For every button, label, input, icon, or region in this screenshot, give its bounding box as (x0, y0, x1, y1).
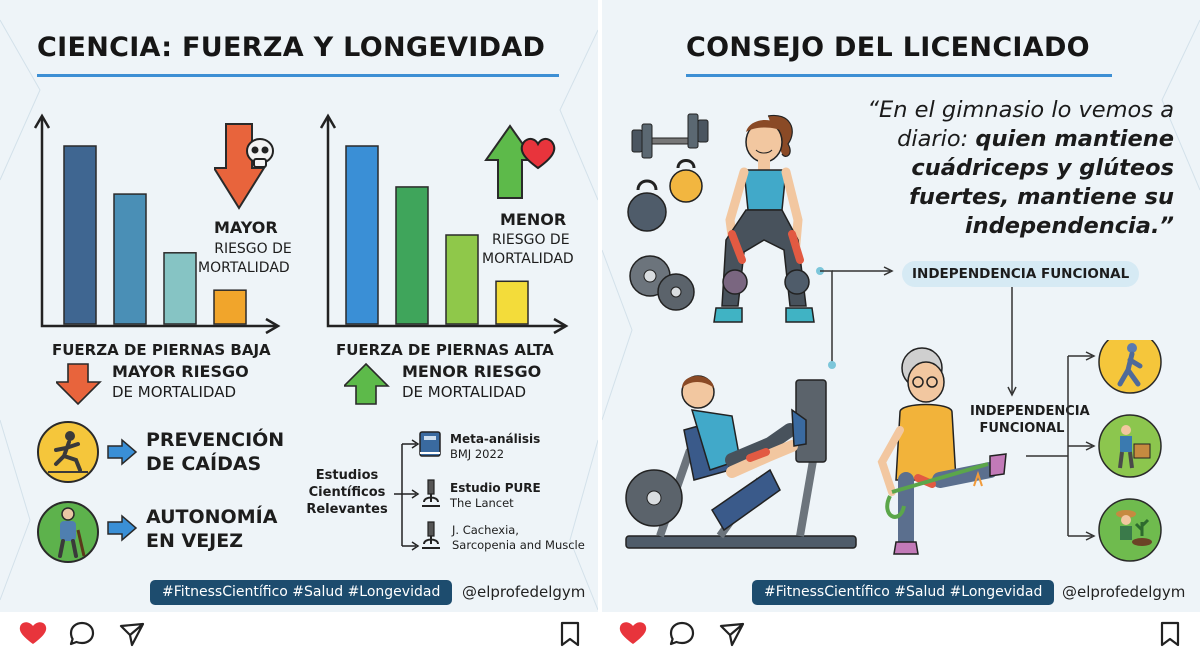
chart-high-risk-bold: MENOR (500, 210, 567, 229)
page-title: CIENCIA: FUERZA Y LONGEVIDAD (37, 32, 546, 63)
share-icon[interactable] (718, 620, 746, 648)
heart-icon[interactable] (18, 620, 48, 646)
hashtags-badge[interactable]: #FitnessCientífico #Salud #Longevidad (150, 580, 453, 605)
red-down-arrow-icon (56, 363, 102, 406)
benefit-fall-line2: DE CAÍDAS (146, 453, 262, 475)
study-1: Meta-análisis BMJ 2022 (450, 432, 540, 462)
elderly-woman-band-illustration (877, 347, 1007, 555)
outcome-branches (1026, 340, 1162, 562)
microscope-icon (422, 479, 440, 507)
chart-low-caption: FUERZA DE PIERNAS BAJA (52, 341, 271, 359)
bar-1 (63, 145, 97, 325)
bar-2 (113, 193, 147, 325)
slide-advice: CONSEJO DEL LICENCIADO “En el gimnasio l… (602, 0, 1200, 612)
x-axis-arrow (265, 317, 281, 335)
study-1-source: BMJ 2022 (450, 447, 505, 461)
bar-4 (495, 280, 529, 325)
heart-icon[interactable] (618, 620, 648, 646)
independence-pill: INDEPENDENCIA FUNCIONAL (902, 261, 1140, 287)
weight-plates-icon (629, 255, 695, 311)
up-arrow-heart-icon (484, 124, 556, 199)
benefit-autonomy-line2: EN VEJEZ (146, 530, 244, 552)
bookmark-icon[interactable] (1158, 620, 1182, 648)
independence-label: INDEPENDENCIA FUNCIONAL (970, 403, 1090, 437)
share-icon[interactable] (118, 620, 146, 648)
studies-label-line1: Estudios (315, 468, 379, 483)
benefit-autonomy-line1: AUTONOMÍA (146, 506, 278, 528)
study-2-source: The Lancet (450, 496, 514, 510)
studies-bracket (394, 439, 420, 551)
walking-elder-icon (1098, 340, 1162, 394)
falling-person-icon (37, 421, 99, 483)
quote-emphasis: quien mantiene cuádriceps y glúteos fuer… (909, 126, 1174, 239)
dumbbell-icon (631, 113, 709, 159)
study-1-title: Meta-análisis (450, 432, 541, 446)
elderly-cane-icon (37, 501, 99, 563)
bar-3 (445, 234, 479, 325)
planting-elder-icon (1098, 498, 1162, 562)
study-2: Estudio PURE The Lancet (450, 481, 541, 511)
chart-low-risk-bold: MAYOR (214, 218, 278, 237)
axes (40, 118, 276, 328)
bookmark-icon[interactable] (558, 620, 582, 648)
bar-4 (213, 289, 247, 325)
x-axis-arrow (553, 317, 569, 335)
comment-icon[interactable] (68, 620, 96, 648)
mayor-riesgo-bold: MAYOR RIESGO (112, 362, 249, 381)
slide-science: CIENCIA: FUERZA Y LONGEVIDAD MAYOR RIESG… (0, 0, 598, 612)
mayor-riesgo-normal: DE MORTALIDAD (112, 383, 237, 401)
bar-2 (395, 186, 429, 325)
title-underline (686, 74, 1112, 77)
chart-low-risk-line2: MORTALIDAD (198, 260, 290, 276)
man-leg-press-illustration (625, 375, 857, 549)
menor-riesgo-normal: DE MORTALIDAD (402, 383, 527, 401)
book-icon (419, 431, 441, 457)
chart-low-risk-line1: RIESGO DE (214, 241, 292, 257)
author-handle[interactable]: @elprofedelgym (462, 583, 586, 601)
page-title: CONSEJO DEL LICENCIADO (686, 32, 1090, 63)
axes (326, 118, 564, 328)
slide-separator (598, 0, 602, 612)
comment-icon[interactable] (668, 620, 696, 648)
y-axis-arrow (319, 113, 337, 129)
coach-quote: “En el gimnasio lo vemos a diario: quien… (832, 96, 1174, 241)
study-2-title: Estudio PURE (450, 481, 541, 495)
woman-squat-illustration (713, 114, 815, 323)
author-handle[interactable]: @elprofedelgym (1062, 583, 1186, 601)
chart-high-caption: FUERZA DE PIERNAS ALTA (336, 341, 554, 359)
chart-low-strength (33, 113, 281, 335)
blue-right-arrow-icon (107, 438, 138, 466)
gym-equipment-icons (627, 113, 709, 311)
bar-3 (163, 252, 197, 325)
benefit-fall-line1: PREVENCIÓN (146, 429, 285, 451)
background-network (602, 19, 1200, 421)
studies-label: Estudios Científicos Relevantes (300, 467, 394, 518)
post-action-bar (0, 612, 1200, 655)
kettlebell-icon (627, 159, 703, 232)
title-underline (37, 74, 559, 77)
independence-line2: FUNCIONAL (979, 421, 1065, 436)
background-network (0, 19, 598, 611)
down-arrow-skull-icon (214, 123, 274, 210)
quote-intro: “En el gimnasio lo vemos a diario: (867, 97, 1174, 152)
hashtags-badge[interactable]: #FitnessCientífico #Salud #Longevidad (752, 580, 1055, 605)
green-up-arrow-icon (344, 362, 390, 405)
chart-high-strength (319, 113, 569, 335)
gardening-elder-icon (1098, 414, 1162, 478)
chart-high-risk-line1: RIESGO DE (492, 232, 570, 248)
studies-label-line2: Científicos (308, 485, 386, 500)
bar-1 (345, 145, 379, 325)
studies-label-line3: Relevantes (306, 502, 388, 517)
study-3-line2: Sarcopenia and Muscle (452, 538, 585, 552)
microscope-icon (422, 521, 440, 549)
blue-right-arrow-icon (107, 514, 138, 542)
independence-line1: INDEPENDENCIA (970, 404, 1090, 419)
study-3: J. Cachexia, Sarcopenia and Muscle (452, 523, 585, 553)
study-3-line1: J. Cachexia, (452, 523, 519, 537)
y-axis-arrow (33, 113, 51, 129)
menor-riesgo-bold: MENOR RIESGO (402, 362, 542, 381)
flow-connectors (816, 266, 1017, 397)
chart-high-risk-line2: MORTALIDAD (482, 251, 574, 267)
